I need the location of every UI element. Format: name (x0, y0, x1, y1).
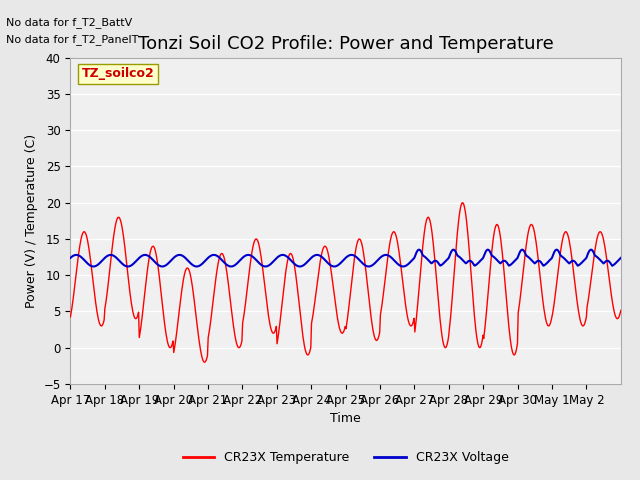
X-axis label: Time: Time (330, 412, 361, 425)
Text: TZ_soilco2: TZ_soilco2 (81, 67, 154, 80)
Title: Tonzi Soil CO2 Profile: Power and Temperature: Tonzi Soil CO2 Profile: Power and Temper… (138, 35, 554, 53)
Text: No data for f_T2_BattV: No data for f_T2_BattV (6, 17, 132, 28)
Text: No data for f_T2_PanelT: No data for f_T2_PanelT (6, 34, 139, 45)
Legend: CR23X Temperature, CR23X Voltage: CR23X Temperature, CR23X Voltage (178, 446, 513, 469)
Y-axis label: Power (V) / Temperature (C): Power (V) / Temperature (C) (25, 134, 38, 308)
